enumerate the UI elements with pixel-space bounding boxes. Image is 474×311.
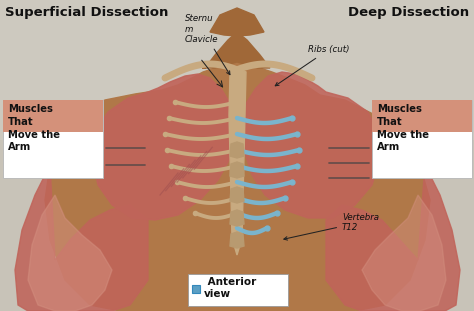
Text: Anterior
view: Anterior view: [204, 277, 256, 299]
Polygon shape: [362, 195, 446, 311]
Polygon shape: [230, 187, 244, 203]
Bar: [3, 100, 103, 132]
FancyBboxPatch shape: [0, 140, 474, 311]
Polygon shape: [45, 62, 430, 311]
FancyBboxPatch shape: [0, 0, 474, 140]
Text: Vertebra
T12: Vertebra T12: [284, 213, 379, 240]
Bar: [192, 285, 200, 293]
Text: Superficial Dissection: Superficial Dissection: [5, 6, 168, 19]
Text: Muscles
That
Move the
Arm: Muscles That Move the Arm: [8, 104, 60, 152]
Bar: [372, 100, 472, 178]
Polygon shape: [230, 142, 244, 158]
Bar: [372, 100, 472, 132]
Text: Muscles
That
Move the
Arm: Muscles That Move the Arm: [377, 104, 429, 152]
Text: Deep Dissection: Deep Dissection: [348, 6, 469, 19]
Polygon shape: [326, 165, 460, 311]
Polygon shape: [28, 195, 112, 311]
Text: Ribs (cut): Ribs (cut): [275, 45, 349, 86]
Polygon shape: [92, 74, 237, 220]
Text: Sternu
m
Clavicle: Sternu m Clavicle: [185, 14, 230, 75]
Bar: [188, 274, 288, 306]
Polygon shape: [15, 165, 148, 311]
Bar: [3, 100, 103, 178]
Polygon shape: [210, 8, 264, 36]
Polygon shape: [240, 72, 380, 218]
Polygon shape: [230, 210, 244, 226]
Polygon shape: [230, 162, 244, 178]
Polygon shape: [202, 32, 270, 68]
Polygon shape: [230, 232, 244, 248]
Polygon shape: [228, 68, 246, 255]
